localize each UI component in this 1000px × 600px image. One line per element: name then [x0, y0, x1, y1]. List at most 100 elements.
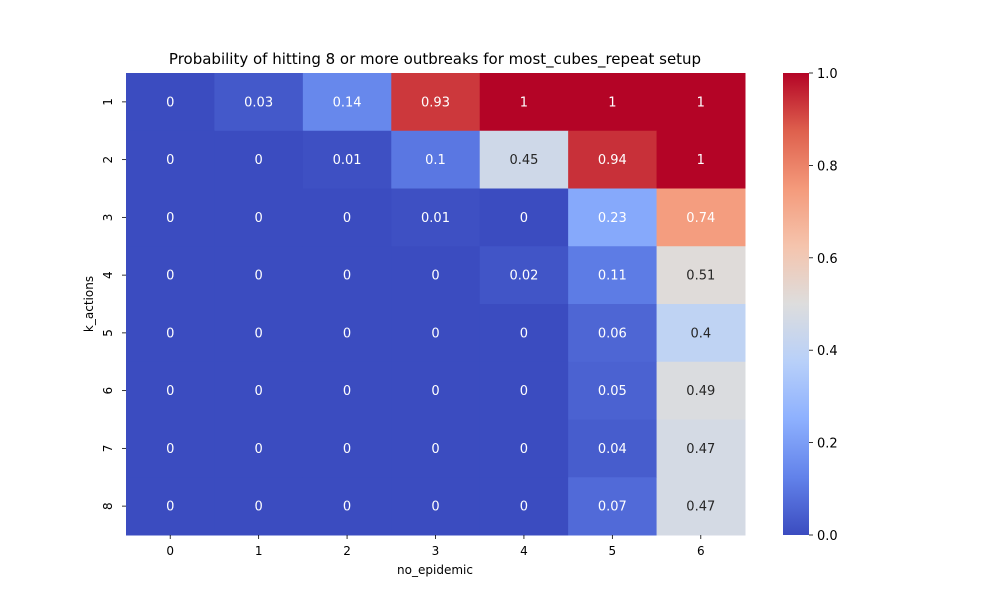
heatmap-cell — [214, 419, 304, 478]
cell-value-label: 0 — [166, 442, 174, 457]
heatmap-cell — [568, 361, 658, 420]
y-axis-ticks: 1 2 3 4 5 6 7 8 — [101, 98, 126, 510]
heatmap-cell — [656, 130, 746, 189]
heatmap-cell — [126, 304, 215, 363]
cell-value-label: 0.51 — [686, 269, 715, 284]
cell-value-label: 1 — [697, 153, 705, 168]
cell-value-label: 0 — [166, 384, 174, 399]
heatmap-cell — [214, 130, 304, 189]
cell-value-label: 1 — [697, 95, 705, 110]
cell-value-label: 0.47 — [686, 500, 715, 515]
cell-value-label: 0.45 — [509, 153, 538, 168]
colorbar-tick-label: 0.0 — [817, 529, 838, 544]
heatmap-cell — [568, 188, 658, 247]
heatmap-cell — [214, 188, 304, 247]
x-tick-label: 4 — [520, 544, 528, 558]
cell-value-label: 0 — [166, 326, 174, 341]
heatmap-cell — [302, 73, 392, 132]
heatmap-cell — [656, 73, 746, 132]
heatmap-cell — [656, 304, 746, 363]
heatmap-cell — [302, 361, 392, 420]
y-tick-label: 7 — [101, 445, 115, 453]
heatmap-cell — [391, 188, 481, 247]
heatmap-cell — [391, 130, 481, 189]
cell-value-label: 0 — [343, 326, 351, 341]
heatmap-cell — [302, 477, 392, 536]
heatmap-cell — [302, 419, 392, 478]
cell-value-label: 0 — [431, 326, 439, 341]
heatmap-cell — [126, 188, 215, 247]
cell-value-label: 0 — [166, 153, 174, 168]
x-axis-label: no_epidemic — [397, 563, 473, 577]
cell-value-label: 0 — [255, 384, 263, 399]
x-tick-label: 3 — [432, 544, 440, 558]
cell-value-label: 0 — [166, 269, 174, 284]
x-tick-label: 1 — [255, 544, 263, 558]
cell-value-label: 0.04 — [598, 442, 627, 457]
heatmap-cell — [302, 188, 392, 247]
y-tick-label: 1 — [101, 98, 115, 106]
cell-value-label: 0 — [431, 442, 439, 457]
x-tick-label: 2 — [343, 544, 351, 558]
heatmap-cell — [479, 73, 569, 132]
heatmap-cell — [568, 304, 658, 363]
cell-value-label: 0.01 — [333, 153, 362, 168]
cell-value-label: 0 — [520, 211, 528, 226]
cell-value-label: 0 — [431, 269, 439, 284]
colorbar — [783, 73, 809, 535]
colorbar-tick-label: 0.6 — [817, 252, 838, 267]
heatmap-cell — [568, 477, 658, 536]
cell-value-label: 0.94 — [598, 153, 627, 168]
x-axis-ticks: 0 1 2 3 4 5 6 — [166, 535, 705, 558]
heatmap-cell — [479, 130, 569, 189]
heatmap-cell — [126, 419, 215, 478]
heatmap-cell — [214, 477, 304, 536]
cell-value-label: 0.03 — [244, 95, 273, 110]
heatmap-cell — [479, 361, 569, 420]
heatmap-cell — [214, 73, 304, 132]
heatmap-cell — [391, 419, 481, 478]
cell-value-label: 0.14 — [333, 95, 362, 110]
cell-value-label: 0.01 — [421, 211, 450, 226]
y-tick-label: 5 — [101, 329, 115, 337]
chart-title: Probability of hitting 8 or more outbrea… — [169, 50, 701, 69]
heatmap-cell — [214, 246, 304, 305]
heatmap-cell — [479, 304, 569, 363]
heatmap-cell — [302, 246, 392, 305]
heatmap-cell — [568, 130, 658, 189]
heatmap-cell — [656, 477, 746, 536]
cell-value-label: 0.07 — [598, 500, 627, 515]
heatmap-cell — [126, 361, 215, 420]
cell-value-label: 0 — [520, 326, 528, 341]
heatmap-cell — [391, 477, 481, 536]
heatmap-cells — [126, 73, 746, 536]
cell-value-label: 0 — [255, 211, 263, 226]
cell-value-label: 0.05 — [598, 384, 627, 399]
x-tick-label: 6 — [697, 544, 705, 558]
heatmap-cell — [479, 419, 569, 478]
heatmap-cell — [302, 304, 392, 363]
heatmap-cell — [126, 246, 215, 305]
heatmap-cell — [214, 304, 304, 363]
heatmap-cell-labels: 0 0.03 0.14 0.93 1 1 1 0 0 0.01 0.1 0.45 0.94 1 0 0 0 0.0… — [166, 95, 715, 514]
colorbar-tick-label: 0.2 — [817, 437, 838, 452]
cell-value-label: 0 — [343, 269, 351, 284]
cell-value-label: 0.11 — [598, 269, 627, 284]
cell-value-label: 0 — [343, 442, 351, 457]
heatmap-cell — [656, 419, 746, 478]
cell-value-label: 0.23 — [598, 211, 627, 226]
cell-value-label: 1 — [520, 95, 528, 110]
cell-value-label: 0 — [255, 153, 263, 168]
heatmap-cell — [391, 304, 481, 363]
cell-value-label: 0.47 — [686, 442, 715, 457]
heatmap-cell — [568, 246, 658, 305]
heatmap-cell — [479, 246, 569, 305]
cell-value-label: 0.02 — [509, 269, 538, 284]
cell-value-label: 0 — [255, 442, 263, 457]
y-tick-label: 8 — [101, 502, 115, 510]
heatmap-cell — [214, 361, 304, 420]
heatmap-cell — [302, 130, 392, 189]
cell-value-label: 0 — [255, 269, 263, 284]
colorbar-tick-label: 0.4 — [817, 344, 838, 359]
cell-value-label: 0 — [255, 326, 263, 341]
